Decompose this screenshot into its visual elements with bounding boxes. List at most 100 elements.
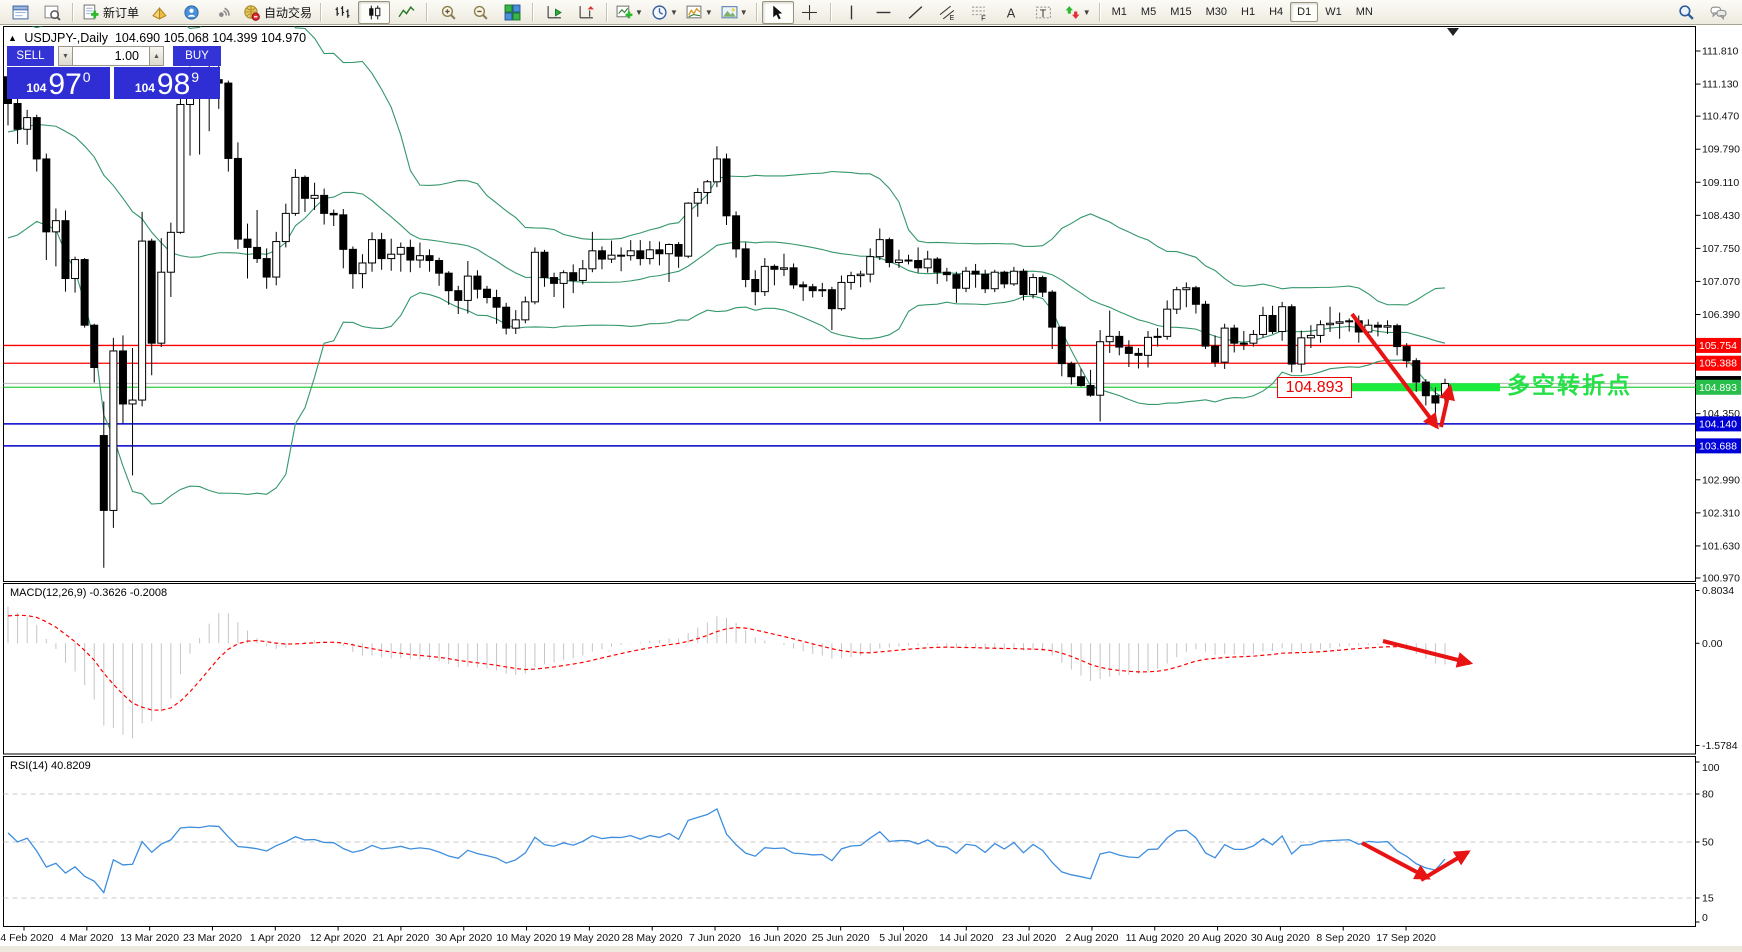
date-label: 20 Aug 2020 <box>1188 932 1247 944</box>
date-label: 8 Sep 2020 <box>1316 932 1370 944</box>
cursor-button[interactable] <box>761 0 794 24</box>
price-tick-label: 107.750 <box>1702 243 1740 255</box>
sell-price-tile[interactable]: 104 97 0 <box>7 67 110 99</box>
trendline-button[interactable] <box>900 1 932 24</box>
dropdown-caret-icon: ▼ <box>739 7 748 17</box>
trendline-icon <box>907 4 924 21</box>
timeframe-mn-button[interactable]: MN <box>1355 6 1373 18</box>
timeframe-d1-button[interactable]: D1 <box>1290 2 1319 22</box>
timeframe-m30-button[interactable]: M30 <box>1205 6 1228 18</box>
collapse-ohlc-icon[interactable]: ▲ <box>8 33 17 43</box>
date-label: 1 Apr 2020 <box>250 932 301 944</box>
tile-windows-button[interactable] <box>496 1 528 24</box>
crosshair-button[interactable] <box>794 1 826 24</box>
arrows-icon <box>1064 4 1081 21</box>
new-order-label: 新订单 <box>103 5 140 20</box>
one-click-trading-panel: SELL ▼ 1.00 ▲ BUY 104 97 0 104 98 9 <box>7 46 221 99</box>
candlesticks <box>4 55 1449 568</box>
toolbar: 新订单 自动交易 ▼ ▼ ▼ ▼ E F A T ▼ <box>0 0 1742 25</box>
rsi-tick-label: 80 <box>1702 789 1714 801</box>
turning-point-label[interactable]: 多空转折点 <box>1507 372 1632 398</box>
channel-button[interactable]: E <box>932 1 964 24</box>
volume-decrease-button[interactable]: ▼ <box>58 46 73 66</box>
arrows-button[interactable]: ▼ <box>1060 1 1095 24</box>
timeframe-m5-button[interactable]: M5 <box>1140 6 1157 18</box>
signals-icon <box>215 4 232 21</box>
date-label: 30 Aug 2020 <box>1251 932 1310 944</box>
buy-button[interactable]: BUY <box>173 46 221 66</box>
templates-button[interactable]: ▼ <box>717 1 752 24</box>
toolbar-separator <box>755 2 758 22</box>
timeframe-h4-button[interactable]: H4 <box>1269 6 1284 18</box>
bar-chart-button[interactable] <box>326 1 358 24</box>
market-depth-button[interactable] <box>143 1 175 24</box>
timeframe-w1-button[interactable]: W1 <box>1325 6 1342 18</box>
price-tick-label: 107.070 <box>1702 276 1740 288</box>
date-label: 2 Aug 2020 <box>1065 932 1118 944</box>
auto-scroll-icon <box>546 4 563 21</box>
data-window-button[interactable] <box>36 1 68 24</box>
chat-button[interactable] <box>1702 1 1734 24</box>
indicators-button[interactable]: ▼ <box>682 1 717 24</box>
symbol-period-label: USDJPY-,Daily <box>24 31 108 45</box>
volume-input[interactable]: 1.00 <box>73 46 149 66</box>
chat-icon <box>1710 4 1727 21</box>
chart-header: ▲ USDJPY-,Daily 104.690 105.068 104.399 … <box>8 31 306 45</box>
new-chart-button[interactable]: ▼ <box>612 1 647 24</box>
price-tick-label: 110.470 <box>1702 111 1739 123</box>
window-bottom-strip <box>0 946 1742 952</box>
volume-increase-button[interactable]: ▲ <box>149 46 164 66</box>
period-button[interactable]: ▼ <box>647 1 682 24</box>
toolbar-separator <box>320 2 323 22</box>
zoom-in-button[interactable] <box>432 1 464 24</box>
timeframe-m1-button[interactable]: M1 <box>1111 6 1127 18</box>
vertical-line-button[interactable] <box>836 1 868 24</box>
crosshair-icon <box>801 4 818 21</box>
signals-button[interactable] <box>207 1 239 24</box>
date-label: 24 Feb 2020 <box>0 932 54 944</box>
sell-button[interactable]: SELL <box>7 46 54 66</box>
timeframe-m15-button[interactable]: M15 <box>1170 6 1192 18</box>
channel-icon: E <box>939 4 956 21</box>
autotrade-icon <box>243 4 260 21</box>
text-button[interactable]: A <box>996 1 1028 24</box>
date-label: 23 Jul 2020 <box>1002 932 1056 944</box>
macd-indicator <box>7 606 1446 739</box>
new-order-icon <box>82 4 99 21</box>
sell-price-small: 104 <box>26 81 47 95</box>
zoom-out-button[interactable] <box>464 1 496 24</box>
search-button[interactable] <box>1670 1 1702 24</box>
dropdown-caret-icon: ▼ <box>704 7 713 17</box>
fibonacci-button[interactable]: F <box>964 1 996 24</box>
new-order-button[interactable]: 新订单 <box>78 1 143 24</box>
buy-price-small: 104 <box>134 81 155 95</box>
price-annotation-box[interactable]: 104.893 <box>1277 377 1352 398</box>
timeframe-h1-button[interactable]: H1 <box>1241 6 1256 18</box>
tile-windows-icon <box>504 4 521 21</box>
autotrade-button[interactable]: 自动交易 <box>239 1 316 24</box>
rsi-tick-label: 0 <box>1702 912 1708 924</box>
date-label: 19 May 2020 <box>559 932 620 944</box>
rsi-tick-label: 50 <box>1702 837 1714 849</box>
candle-chart-button[interactable] <box>358 0 391 24</box>
auto-scroll-button[interactable] <box>538 1 570 24</box>
buy-price-big: 98 <box>156 67 191 101</box>
community-button[interactable] <box>175 1 207 24</box>
trend-arrows[interactable] <box>1350 312 1474 882</box>
horizontal-line-button[interactable] <box>868 1 900 24</box>
price-tick-label: 101.630 <box>1702 540 1740 552</box>
date-label: 12 Apr 2020 <box>310 932 367 944</box>
chart-shift-marker[interactable] <box>1447 28 1459 36</box>
new-window-button[interactable] <box>4 1 36 24</box>
label-button[interactable]: T <box>1028 1 1060 24</box>
date-label: 23 Mar 2020 <box>183 932 242 944</box>
date-label: 16 Jun 2020 <box>749 932 807 944</box>
buy-price-sup: 9 <box>191 69 200 85</box>
rsi-tick-label: 100 <box>1702 762 1720 774</box>
buy-price-tile[interactable]: 104 98 9 <box>114 67 220 99</box>
community-icon <box>183 4 200 21</box>
chart-shift-button[interactable] <box>570 1 602 24</box>
line-chart-button[interactable] <box>390 1 422 24</box>
fibonacci-icon: F <box>971 4 988 21</box>
